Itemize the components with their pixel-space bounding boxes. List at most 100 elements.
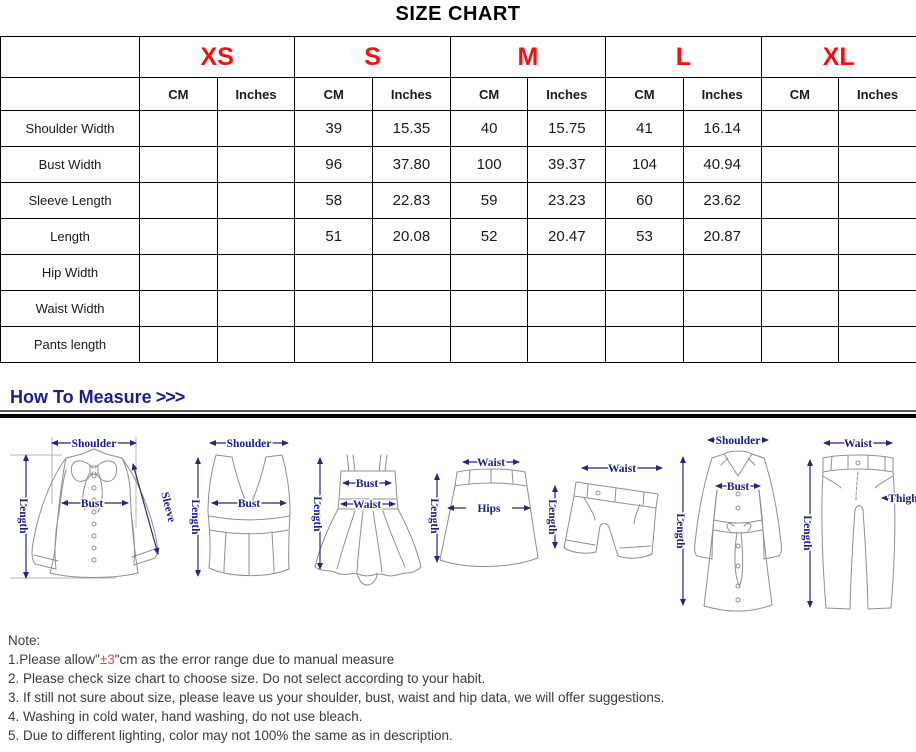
- note-line: 1.Please allow"±3"cm as the error range …: [8, 652, 395, 667]
- size-cell: 53: [605, 218, 684, 255]
- unit-header-row: CM Inches CM Inches CM Inches CM Inches …: [0, 77, 916, 111]
- size-cell: [372, 254, 451, 291]
- coat-shoulder-label: Shoulder: [716, 435, 761, 447]
- size-cell: [294, 254, 374, 291]
- row-label: Shoulder Width: [0, 110, 140, 147]
- size-header-xl: XL: [760, 36, 916, 78]
- size-header-xs: XS: [138, 36, 296, 78]
- blouse-outline: [31, 448, 158, 578]
- size-cell: [605, 290, 684, 327]
- size-cell: [527, 326, 607, 363]
- diagram-shorts: Waist Length: [545, 462, 663, 559]
- corner-cell: [0, 36, 140, 78]
- table-row: Sleeve Length 58 22.83 59 23.23 60 23.62: [0, 182, 916, 219]
- size-cell: [216, 326, 296, 363]
- size-cell: [682, 326, 762, 363]
- coat-length-label: Length: [674, 513, 686, 549]
- unit-header: Inches: [838, 77, 916, 111]
- tank-top-outline: [207, 454, 291, 577]
- coat-outline: [694, 450, 782, 612]
- size-cell: 58: [294, 182, 374, 219]
- table-row: Shoulder Width 39 15.35 40 15.75 41 16.1…: [0, 110, 916, 147]
- size-header-l: L: [605, 36, 762, 78]
- size-cell: [449, 326, 529, 363]
- tank-top-length-label: Length: [189, 499, 201, 535]
- size-cell: 51: [294, 218, 374, 255]
- row-label: Length: [0, 218, 140, 255]
- skirt-hips-label: Hips: [477, 503, 501, 515]
- size-cell: [216, 254, 296, 291]
- notes-section: Note: 1.Please allow"±3"cm as the error …: [8, 631, 908, 745]
- size-header-m: M: [449, 36, 607, 78]
- size-cell: [838, 326, 916, 363]
- size-cell: 23.62: [682, 182, 762, 219]
- table-row: Waist Width: [0, 290, 916, 327]
- dress-bust-label: Bust: [356, 478, 379, 490]
- size-cell: [139, 110, 218, 147]
- unit-header: Inches: [372, 77, 451, 111]
- size-cell: [449, 290, 529, 327]
- shorts-waist-label: Waist: [608, 463, 636, 475]
- size-cell: 20.47: [527, 218, 607, 255]
- size-cell: 20.08: [372, 218, 451, 255]
- size-cell: [838, 110, 916, 147]
- size-cell: 20.87: [682, 218, 762, 255]
- diagram-coat: Shoulder Length Bust: [673, 434, 782, 612]
- row-label: Pants length: [0, 326, 140, 363]
- size-cell: 52: [449, 218, 529, 255]
- size-cell: [760, 110, 840, 147]
- note-line: 3. If still not sure about size, please …: [8, 690, 665, 705]
- corner-cell: [0, 77, 140, 111]
- notes-heading: Note:: [8, 633, 41, 648]
- error-range-value: ±3: [99, 652, 115, 667]
- size-cell: 41: [605, 110, 684, 147]
- diagram-blouse: Shoulder Length Bust Sleeve: [10, 437, 179, 579]
- size-cell: [139, 146, 218, 183]
- size-cell: 100: [449, 146, 529, 183]
- unit-header: Inches: [527, 77, 607, 111]
- size-cell: [216, 218, 296, 255]
- row-label: Sleeve Length: [0, 182, 140, 219]
- size-cell: [605, 254, 684, 291]
- page-title: SIZE CHART: [395, 3, 521, 25]
- size-cell: [216, 182, 296, 219]
- size-cell: [838, 218, 916, 255]
- tank-top-bust-label: Bust: [238, 498, 261, 510]
- pants-thigh-label: Thigh: [888, 493, 916, 505]
- unit-header: Inches: [216, 77, 296, 111]
- note-line: 5. Due to different lighting, color may …: [8, 728, 453, 743]
- blouse-sleeve-label: Sleeve: [158, 491, 177, 524]
- size-cell: [760, 218, 840, 255]
- size-cell: 23.23: [527, 182, 607, 219]
- size-cell: [139, 290, 218, 327]
- size-cell: [760, 182, 840, 219]
- shorts-length-label: Length: [546, 499, 558, 535]
- size-cell: 60: [605, 182, 684, 219]
- row-label: Bust Width: [0, 146, 140, 183]
- size-cell: 40.94: [682, 146, 762, 183]
- diagram-tank-top: Shoulder Length Bust: [188, 437, 291, 577]
- unit-header: CM: [449, 77, 529, 111]
- size-cell: [216, 146, 296, 183]
- note-line: 2. Please check size chart to choose siz…: [8, 671, 486, 686]
- dress-outline: [314, 454, 422, 586]
- coat-bust-label: Bust: [727, 481, 750, 493]
- blouse-bust-label: Bust: [81, 498, 104, 510]
- size-cell: [372, 290, 451, 327]
- size-header-s: S: [294, 36, 451, 78]
- size-cell: [216, 110, 296, 147]
- size-cell: [527, 254, 607, 291]
- size-cell: [760, 254, 840, 291]
- size-cell: [838, 290, 916, 327]
- size-cell: [139, 326, 218, 363]
- diagram-pants: Waist Length Thigh: [800, 437, 916, 610]
- size-cell: 37.80: [372, 146, 451, 183]
- size-cell: [838, 182, 916, 219]
- unit-header: CM: [139, 77, 218, 111]
- size-cell: [527, 290, 607, 327]
- unit-header: CM: [605, 77, 684, 111]
- size-cell: [294, 326, 374, 363]
- size-cell: [139, 218, 218, 255]
- size-cell: [760, 326, 840, 363]
- table-row: Length 51 20.08 52 20.47 53 20.87: [0, 218, 916, 255]
